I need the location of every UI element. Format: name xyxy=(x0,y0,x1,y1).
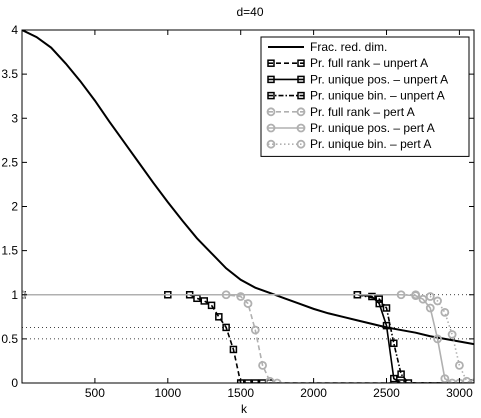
legend-label: Pr. full rank – unpert A xyxy=(310,56,428,70)
legend-marker xyxy=(267,59,275,67)
data-point xyxy=(215,313,223,321)
x-tick-label: 3000 xyxy=(446,386,473,400)
data-point xyxy=(382,304,391,312)
legend-marker xyxy=(296,107,306,117)
series-6 xyxy=(22,290,474,383)
axis-ticks: 500 1000 1500 2000 2500 3000 0 0.5 1 1.5 2 2.5 3 3.5 4 xyxy=(1,23,474,400)
legend-marker xyxy=(267,91,275,100)
y-tick-label: 3.5 xyxy=(1,67,18,81)
y-tick-label: 0 xyxy=(11,376,18,390)
legend-label: Pr. unique pos. – pert A xyxy=(310,121,435,135)
y-tick-label: 3 xyxy=(11,111,18,125)
legend-marker xyxy=(296,123,306,133)
legend-label: Pr. unique pos. – unpert A xyxy=(310,72,448,86)
data-point xyxy=(375,299,383,308)
y-tick-label: 1 xyxy=(11,288,18,302)
series-4 xyxy=(22,291,474,383)
data-point xyxy=(236,292,246,301)
series-1 xyxy=(22,30,474,346)
data-point xyxy=(243,299,253,308)
data-point xyxy=(258,379,267,383)
data-point xyxy=(425,292,435,301)
legend-label: Pr. full rank – pert A xyxy=(310,105,415,119)
data-point xyxy=(200,297,209,305)
chart-title: d=40 xyxy=(236,5,263,19)
data-point xyxy=(455,360,464,370)
data-point xyxy=(425,303,435,313)
x-tick-label: 1000 xyxy=(154,386,181,400)
data-point xyxy=(244,379,252,383)
legend-item: Pr. unique pos. – unpert A xyxy=(267,72,448,86)
plot-area-group xyxy=(22,30,474,383)
data-point xyxy=(397,370,405,378)
legend-marker xyxy=(266,123,276,133)
series-line xyxy=(22,293,474,383)
series-line xyxy=(22,293,474,383)
legend-marker xyxy=(297,59,305,67)
data-point xyxy=(229,345,238,354)
legend-marker xyxy=(297,75,305,84)
data-point xyxy=(433,334,442,344)
y-tick-label: 0.5 xyxy=(1,332,18,346)
legend-marker xyxy=(296,139,306,149)
legend-item: Pr. unique bin. – pert A xyxy=(266,137,431,151)
data-point xyxy=(433,296,442,306)
data-point xyxy=(411,290,421,300)
data-point xyxy=(396,290,406,300)
data-point xyxy=(382,321,391,330)
data-point xyxy=(397,379,405,383)
data-point xyxy=(440,374,450,383)
legend-marker xyxy=(266,139,276,149)
series-5 xyxy=(22,290,474,383)
series-3 xyxy=(22,291,474,383)
data-point xyxy=(258,360,267,370)
y-tick-label: 1.5 xyxy=(1,244,18,258)
x-tick-label: 1500 xyxy=(227,386,254,400)
x-axis-label: k xyxy=(241,402,248,416)
data-point xyxy=(250,325,260,335)
legend-box xyxy=(260,36,470,157)
data-point xyxy=(390,374,398,383)
data-point xyxy=(251,379,260,383)
legend-item: Pr. full rank – pert A xyxy=(266,105,415,119)
data-point xyxy=(375,295,383,303)
legend-item: Pr. unique pos. – pert A xyxy=(266,121,435,135)
data-point xyxy=(222,323,230,332)
data-point xyxy=(447,378,457,383)
series-7 xyxy=(22,290,474,383)
data-point xyxy=(272,378,282,383)
data-point xyxy=(404,379,413,383)
data-point xyxy=(390,339,398,348)
series-2 xyxy=(22,291,474,383)
legend-item: Pr. unique bin. – unpert A xyxy=(267,89,445,103)
data-point xyxy=(440,307,450,317)
legend-item: Frac. red. dim. xyxy=(268,40,387,54)
x-tick-label: 500 xyxy=(85,386,105,400)
y-tick-label: 2.5 xyxy=(1,155,18,169)
legend-marker xyxy=(266,107,276,117)
legend-label: Pr. unique bin. – unpert A xyxy=(310,89,445,103)
data-point xyxy=(207,301,216,310)
x-tick-label: 2000 xyxy=(300,386,327,400)
series-line xyxy=(22,30,474,346)
legend-marker xyxy=(297,91,305,100)
legend: Frac. red. dim. Pr. full rank – unpert A P… xyxy=(260,36,470,157)
legend-label: Pr. unique bin. – pert A xyxy=(310,137,431,151)
y-tick-label: 2 xyxy=(11,200,18,214)
legend-item: Pr. full rank – unpert A xyxy=(267,56,428,70)
legend-marker xyxy=(267,75,275,84)
legend-label: Frac. red. dim. xyxy=(310,40,387,54)
x-tick-label: 2500 xyxy=(373,386,400,400)
y-tick-label: 4 xyxy=(11,23,18,37)
data-point xyxy=(447,330,457,339)
